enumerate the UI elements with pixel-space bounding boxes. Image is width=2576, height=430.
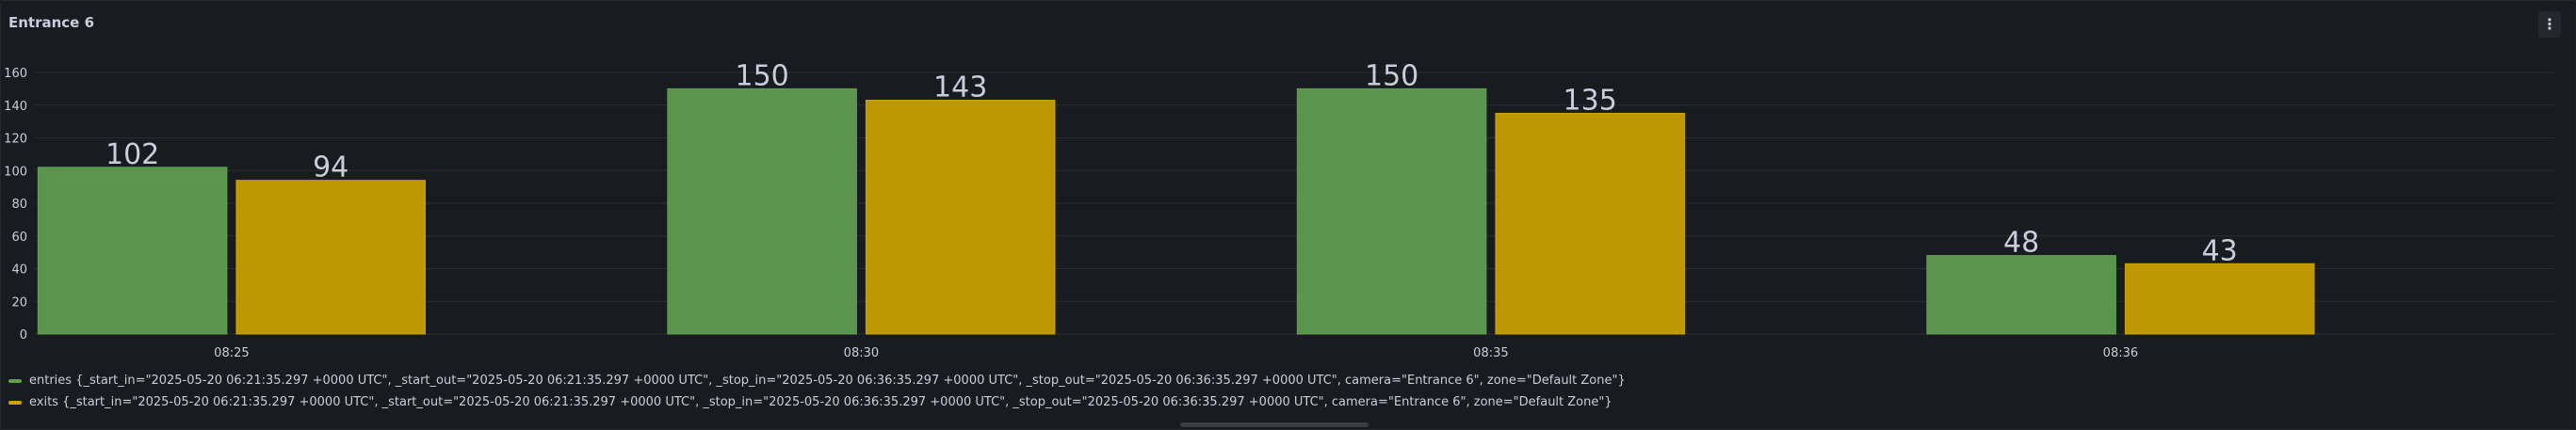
- bar-value-label: 94: [313, 151, 348, 184]
- panel-title: Entrance 6: [8, 14, 95, 31]
- bar-exits[interactable]: [1495, 112, 1685, 335]
- bar-exits[interactable]: [2124, 263, 2315, 335]
- grid-lines: [35, 72, 2553, 335]
- bar-value-label: 102: [105, 138, 159, 171]
- bar-value-label: 150: [1365, 59, 1418, 92]
- x-tick-label: 08:30: [844, 346, 879, 360]
- x-axis-ticks: 08:25 08:30 08:35 08:36: [214, 346, 2138, 360]
- y-tick-label: 120: [4, 133, 27, 147]
- vertical-ellipsis-icon: ⋮: [2542, 15, 2557, 33]
- x-tick-label: 08:35: [1473, 346, 1508, 360]
- x-tick-label: 08:36: [2103, 346, 2138, 360]
- bar-value-label: 48: [2003, 227, 2039, 260]
- y-tick-label: 100: [4, 165, 27, 179]
- bar-chart: 0 20 40 60 80 100 120 140 160 102 94 150 143 150 135 4…: [4, 59, 2553, 360]
- bar-exits[interactable]: [865, 100, 1056, 335]
- legend-label-entries: entries {_start_in="2025-05-20 06:21:35.…: [29, 374, 1626, 388]
- legend-item-exits[interactable]: exits {_start_in="2025-05-20 06:21:35.29…: [8, 395, 1612, 409]
- y-tick-label: 40: [11, 263, 27, 278]
- bar-value-label: 150: [735, 59, 788, 92]
- legend-swatch-exits: [8, 400, 22, 405]
- bar-exits[interactable]: [235, 180, 426, 335]
- panel-menu-button[interactable]: ⋮: [2538, 11, 2561, 38]
- bars: [37, 88, 2315, 335]
- value-labels: 102 94 150 143 150 135 48 43: [105, 59, 2238, 267]
- y-tick-label: 0: [20, 328, 27, 342]
- y-tick-label: 160: [4, 67, 27, 81]
- bar-entries[interactable]: [1926, 255, 2116, 335]
- horizontal-scrollbar[interactable]: [1180, 422, 1369, 427]
- bar-entries[interactable]: [1296, 88, 1487, 335]
- bar-value-label: 43: [2202, 234, 2238, 267]
- y-axis-ticks: 0 20 40 60 80 100 120 140 160: [4, 67, 27, 342]
- y-tick-label: 60: [11, 231, 27, 245]
- legend-label-exits: exits {_start_in="2025-05-20 06:21:35.29…: [29, 395, 1612, 409]
- bar-value-label: 135: [1563, 84, 1617, 117]
- legend-item-entries[interactable]: entries {_start_in="2025-05-20 06:21:35.…: [8, 374, 1626, 388]
- x-tick-label: 08:25: [214, 346, 249, 360]
- bar-entries[interactable]: [37, 167, 228, 335]
- y-tick-label: 20: [11, 295, 27, 310]
- bar-entries[interactable]: [667, 88, 857, 335]
- legend-swatch-entries: [8, 378, 22, 383]
- y-tick-label: 80: [11, 198, 27, 212]
- bar-value-label: 143: [933, 72, 987, 104]
- y-tick-label: 140: [4, 100, 27, 114]
